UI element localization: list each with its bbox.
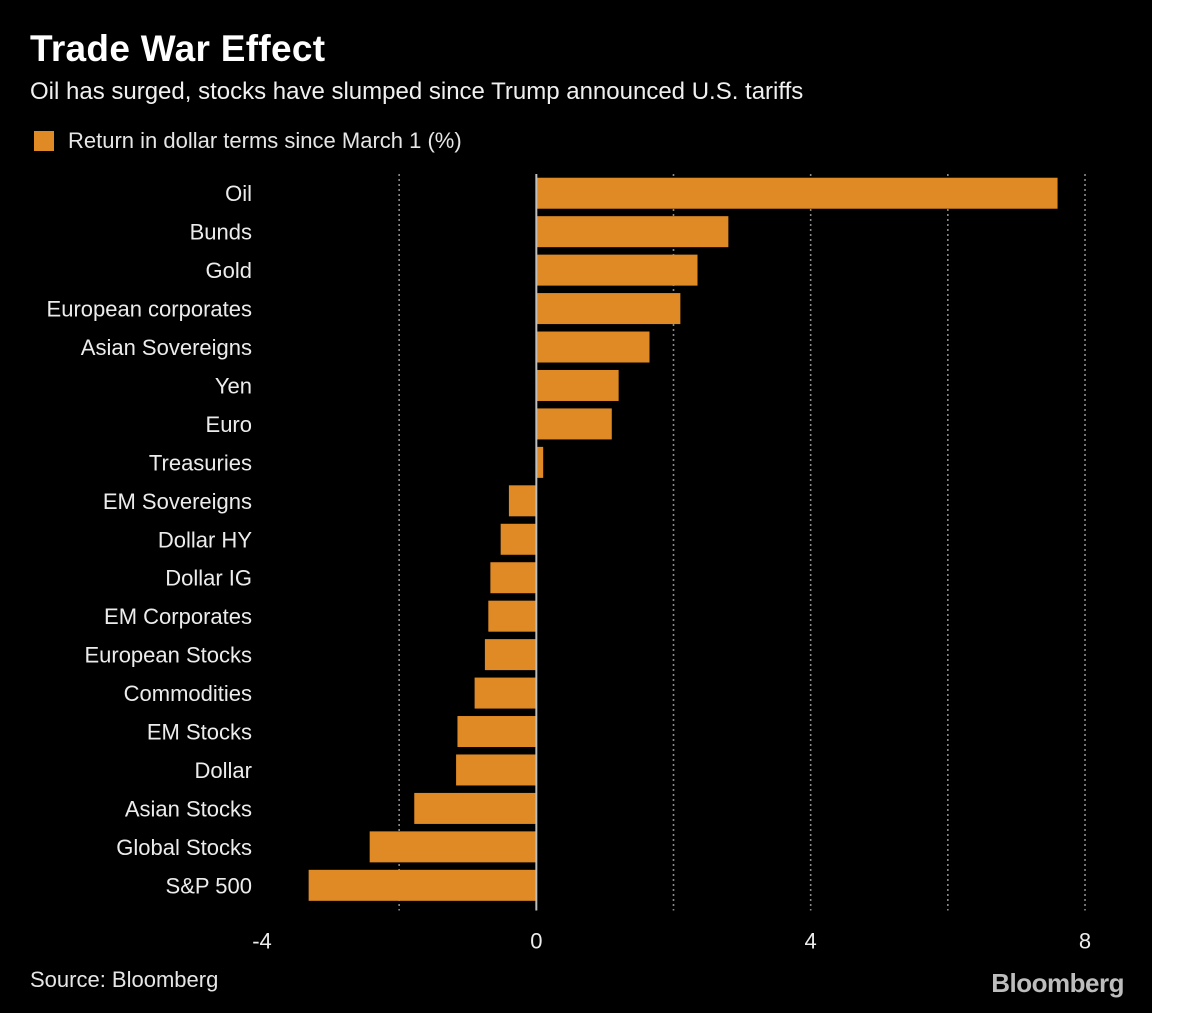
category-label: European Stocks [84, 643, 252, 668]
chart-title: Trade War Effect [30, 28, 326, 69]
category-label: Dollar HY [158, 527, 252, 552]
category-label: Commodities [124, 681, 252, 706]
bar [474, 677, 537, 709]
bar [536, 331, 650, 363]
legend: Return in dollar terms since March 1 (%) [34, 127, 462, 155]
bar [490, 562, 537, 594]
bar [488, 600, 537, 632]
bar [536, 369, 619, 401]
bloomberg-logo: Bloomberg [991, 968, 1124, 998]
category-label: Asian Stocks [125, 796, 252, 821]
bar [536, 446, 544, 478]
bar [500, 523, 537, 555]
x-tick-label: 0 [530, 929, 542, 954]
bar [369, 831, 537, 863]
source-note: Source: Bloomberg [30, 967, 219, 992]
legend-label: Return in dollar terms since March 1 (%) [68, 128, 462, 153]
category-label: Dollar [195, 758, 252, 783]
right-margin-strip [1152, 0, 1200, 1013]
bar [414, 792, 537, 824]
bar [536, 408, 612, 440]
category-label: EM Sovereigns [103, 489, 252, 514]
chart-panel: Trade War Effect Oil has surged, stocks … [0, 0, 1152, 1013]
x-tick-label: 8 [1079, 929, 1091, 954]
x-tick-label: -4 [252, 929, 272, 954]
category-label: Treasuries [149, 450, 252, 475]
x-tick-label: 4 [805, 929, 817, 954]
bar [508, 485, 537, 517]
bar [308, 869, 537, 901]
category-label: EM Stocks [147, 720, 252, 745]
category-label: Bunds [190, 220, 252, 245]
category-label: EM Corporates [104, 604, 252, 629]
bar [484, 639, 537, 671]
bar [456, 754, 537, 786]
bar [457, 716, 537, 748]
category-label: European corporates [47, 297, 252, 322]
legend-swatch [34, 131, 54, 151]
bar [536, 293, 681, 325]
category-label: Oil [225, 181, 252, 206]
category-label: Yen [215, 373, 252, 398]
category-label: Global Stocks [116, 835, 252, 860]
category-label: Dollar IG [165, 566, 252, 591]
bar [536, 216, 729, 248]
bar [536, 177, 1058, 209]
bar [536, 254, 698, 286]
category-label: Asian Sovereigns [81, 335, 252, 360]
category-label: Gold [206, 258, 252, 283]
chart-subtitle: Oil has surged, stocks have slumped sinc… [30, 78, 804, 105]
category-label: S&P 500 [166, 873, 252, 898]
bar-chart: Oil Bunds Gold European corporates Asian Sov… [47, 174, 1091, 954]
category-label: Euro [206, 412, 252, 437]
